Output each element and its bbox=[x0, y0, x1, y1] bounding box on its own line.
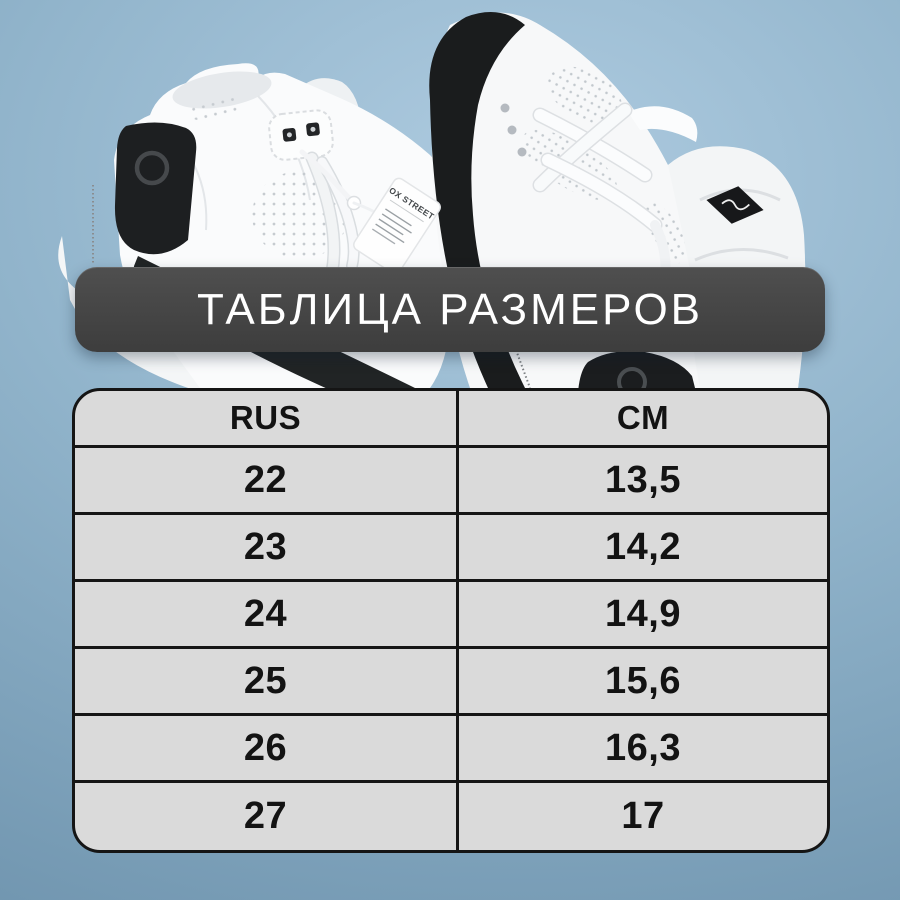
size-cell-rus: 23 bbox=[75, 515, 459, 582]
banner-title: ТАБЛИЦА РАЗМЕРОВ bbox=[196, 284, 704, 334]
size-table: RUS CM 22 13,5 23 14,2 24 14,9 25 15,6 2… bbox=[72, 388, 830, 853]
column-header-rus: RUS bbox=[75, 391, 459, 448]
left-eyelet-panel bbox=[268, 109, 334, 161]
size-cell-cm: 16,3 bbox=[459, 716, 827, 783]
size-cell-rus: 22 bbox=[75, 448, 459, 515]
size-table-banner: ТАБЛИЦА РАЗМЕРОВ bbox=[75, 267, 825, 352]
size-cell-cm: 14,9 bbox=[459, 582, 827, 649]
size-cell-cm: 13,5 bbox=[459, 448, 827, 515]
left-collar-opening bbox=[172, 71, 272, 109]
flight-logo-icon bbox=[706, 186, 764, 224]
tag-cord bbox=[299, 149, 352, 201]
ring-logo-icon bbox=[134, 150, 170, 186]
eyelet bbox=[517, 147, 527, 157]
eyelet bbox=[500, 103, 510, 113]
right-tongue-top bbox=[628, 106, 698, 142]
size-cell-rus: 26 bbox=[75, 716, 459, 783]
left-heel-patch bbox=[114, 122, 197, 255]
left-perforations bbox=[188, 95, 242, 121]
right-laces bbox=[534, 104, 631, 191]
collar-crease bbox=[694, 248, 789, 262]
column-header-cm: CM bbox=[459, 391, 827, 448]
eyelet bbox=[507, 125, 517, 135]
size-cell-rus: 25 bbox=[75, 649, 459, 716]
size-cell-cm: 17 bbox=[621, 795, 665, 837]
right-toe-crescent bbox=[429, 12, 525, 388]
size-cell-rus: 27 bbox=[75, 783, 459, 850]
left-outsole bbox=[58, 236, 430, 392]
size-cell-rus: 24 bbox=[75, 582, 459, 649]
right-micro-text bbox=[515, 349, 531, 389]
right-laces bbox=[542, 154, 661, 231]
right-laces bbox=[534, 109, 651, 181]
right-perforations bbox=[547, 66, 623, 124]
left-laces bbox=[307, 153, 339, 277]
size-cell-cm: 15,6 bbox=[459, 649, 827, 716]
size-cell-cm: 14,2 bbox=[459, 515, 827, 582]
